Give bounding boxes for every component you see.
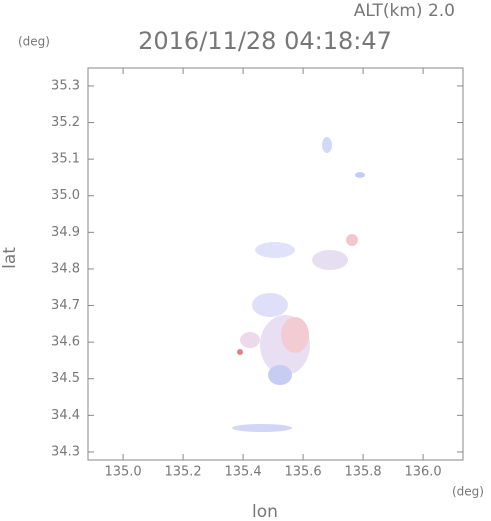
x-tick-label: 135.6 xyxy=(284,465,321,480)
x-tick-label: 135.4 xyxy=(224,465,261,480)
y-tick-label: 35.0 xyxy=(51,188,80,203)
y-unit: (deg) xyxy=(18,35,50,49)
y-tick-label: 35.3 xyxy=(51,78,80,93)
y-tick-label: 34.8 xyxy=(51,261,80,276)
chart-title: 2016/11/28 04:18:47 xyxy=(138,27,392,55)
x-unit: (deg) xyxy=(452,485,484,499)
y-tick-label: 35.1 xyxy=(51,152,80,167)
y-axis-label: lat xyxy=(0,247,20,269)
y-tick-label: 34.7 xyxy=(51,298,80,313)
plot-frame xyxy=(87,67,464,461)
x-tick-label: 135.8 xyxy=(344,465,381,480)
y-tick-label: 34.5 xyxy=(51,371,80,386)
y-tick-label: 34.4 xyxy=(51,408,80,423)
y-tick-label: 34.9 xyxy=(51,225,80,240)
y-tick-label: 34.3 xyxy=(51,444,80,459)
x-axis-label: lon xyxy=(252,502,278,521)
x-tick-label: 135.2 xyxy=(164,465,201,480)
altitude: ALT(km) 2.0 xyxy=(354,1,455,21)
x-tick-label: 136.0 xyxy=(404,465,441,480)
y-tick-label: 34.6 xyxy=(51,335,80,350)
echo-field xyxy=(232,137,365,432)
y-tick-label: 35.2 xyxy=(51,115,80,130)
x-tick-label: 135.0 xyxy=(104,465,141,480)
